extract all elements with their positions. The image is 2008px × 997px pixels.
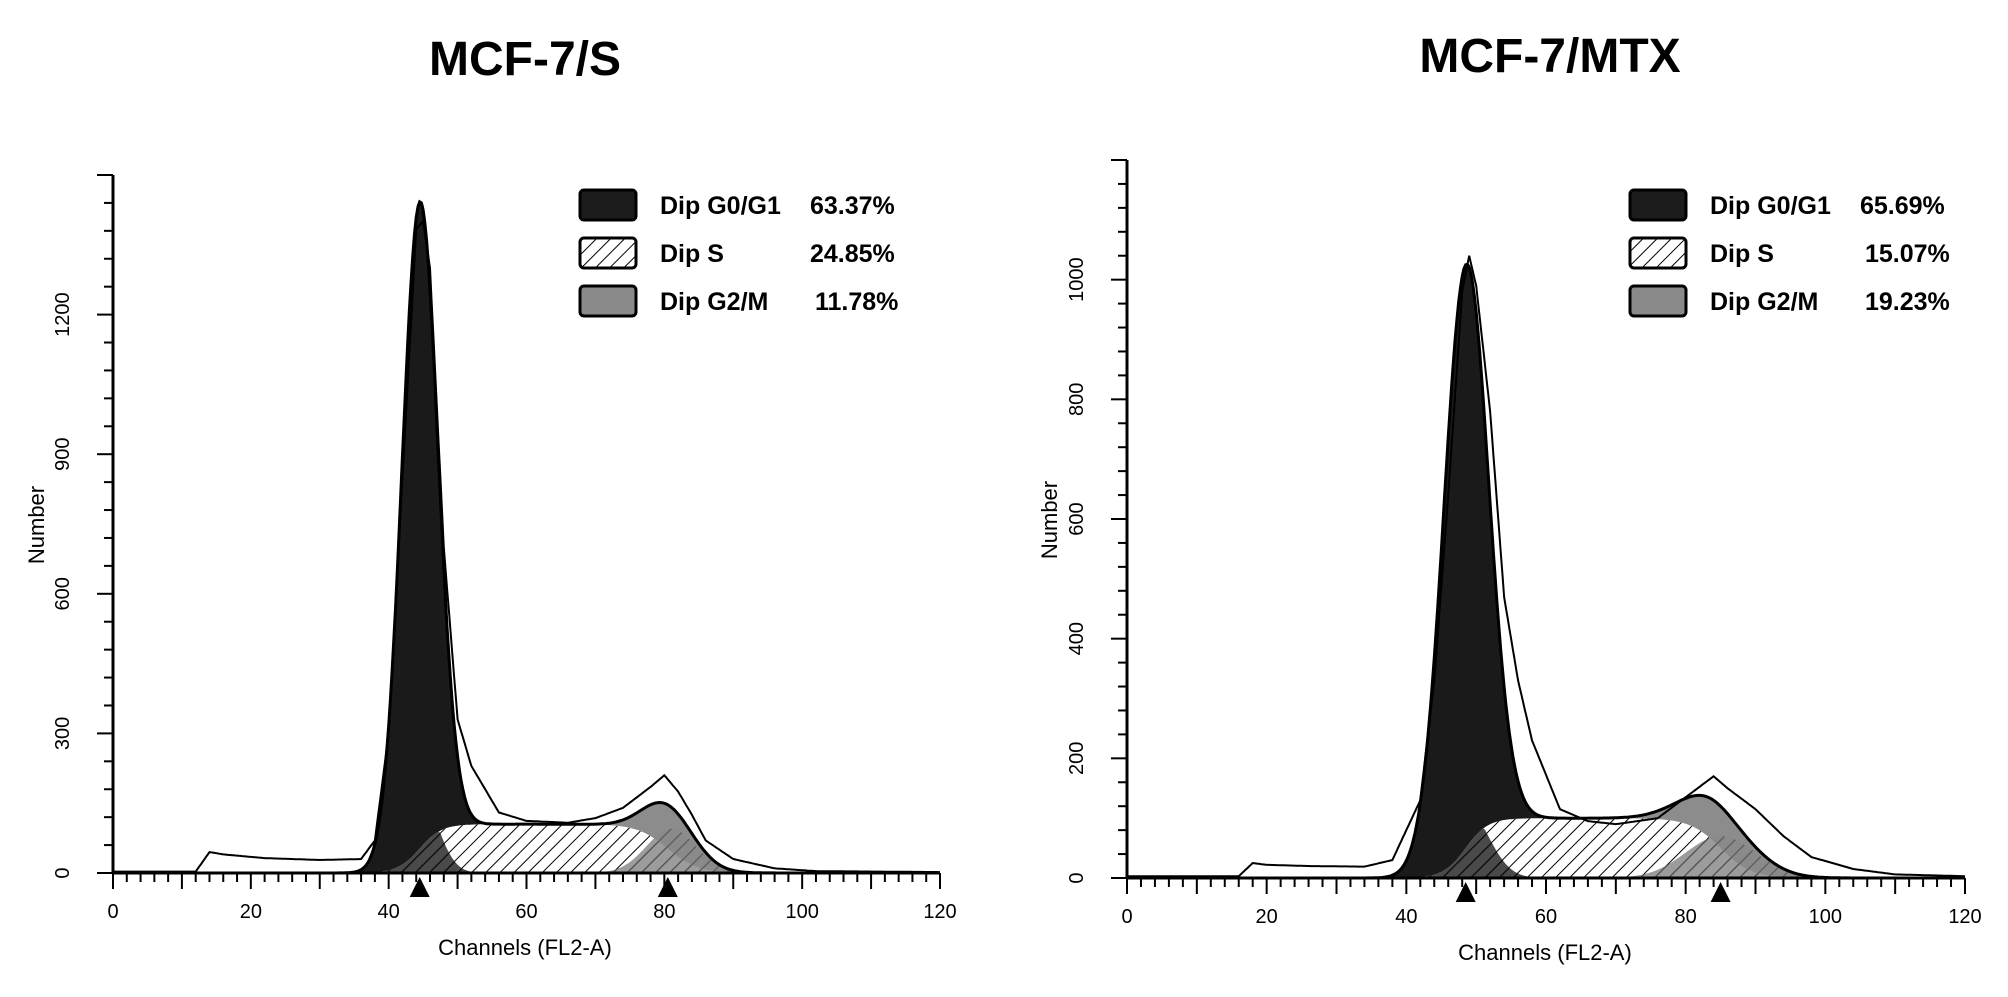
legend-item-s: Dip S 15.07% (1628, 236, 1950, 270)
x-tick-label: 60 (1535, 906, 1557, 928)
legend-value-s: 24.85% (810, 240, 895, 268)
legend-swatch-g2m (578, 284, 638, 318)
histogram-line (113, 219, 940, 874)
legend-swatch-g2m (1628, 284, 1688, 318)
y-tick-label: 800 (1066, 383, 1088, 416)
fit-s-phase-area (113, 824, 940, 873)
x-tick-label: 20 (1256, 906, 1278, 928)
legend-swatch-s (578, 236, 638, 270)
y-tick-label: 1200 (52, 292, 74, 337)
legend-label-g0g1: Dip G0/G1 (660, 192, 781, 220)
fit-s-phase-area (1127, 818, 1965, 878)
histogram-line (1127, 255, 1965, 878)
chart-title: MCF-7/MTX (1419, 30, 1680, 83)
x-tick-label: 40 (378, 901, 400, 923)
y-tick-label: 0 (52, 867, 74, 878)
legend-label-s: Dip S (1710, 240, 1774, 268)
legend-value-g0g1: 63.37% (810, 192, 895, 220)
chart-title: MCF-7/S (429, 33, 621, 86)
x-tick-label: 20 (240, 901, 262, 923)
y-axis-label: Number (24, 486, 49, 564)
peak-marker (409, 877, 430, 897)
fit-g2m-overlap-area (1127, 836, 1965, 878)
x-axis-label: Channels (FL2-A) (438, 935, 612, 960)
y-axis-label: Number (1037, 481, 1062, 559)
legend-label-g2m: Dip G2/M (1710, 288, 1818, 316)
legend-label-g0g1: Dip G0/G1 (1710, 192, 1831, 220)
peak-marker (657, 877, 678, 897)
y-tick-label: 900 (52, 438, 74, 471)
legend-item-s: Dip S 24.85% (578, 236, 895, 270)
y-tick-label: 600 (52, 577, 74, 610)
x-tick-label: 120 (923, 901, 956, 923)
y-tick-label: 600 (1066, 502, 1088, 535)
legend-item-g2m: Dip G2/M 11.78% (578, 284, 898, 318)
x-tick-label: 100 (1809, 906, 1842, 928)
legend: Dip G0/G1 65.69% Dip S 15.07% Dip G2/M 1… (1628, 188, 1950, 318)
x-tick-label: 120 (1948, 906, 1981, 928)
x-tick-label: 60 (515, 901, 537, 923)
peak-marker (1710, 882, 1731, 902)
x-axis-label: Channels (FL2-A) (1458, 940, 1632, 965)
y-tick-label: 300 (52, 717, 74, 750)
y-tick-label: 0 (1066, 872, 1088, 883)
legend-swatch-s (1628, 236, 1688, 270)
peak-marker (1455, 882, 1476, 902)
legend-label-s: Dip S (660, 240, 724, 268)
fit-total-curve (1127, 262, 1965, 880)
y-tick-label: 400 (1066, 622, 1088, 655)
x-tick-label: 0 (107, 901, 118, 923)
legend: Dip G0/G1 63.37% Dip S 24.85% Dip G2/M 1… (578, 188, 898, 318)
legend-item-g0g1: Dip G0/G1 65.69% (1628, 188, 1945, 222)
x-tick-label: 100 (785, 901, 818, 923)
plot-area: 0 20 40 60 80 100 120 0 200 400 600 800 1000 (1066, 159, 1982, 928)
chart-panel-mcf7-mtx: MCF-7/MTX 0 20 40 60 80 100 120 0 200 400 600 800 10… (1037, 30, 1982, 965)
x-tick-label: 80 (653, 901, 675, 923)
legend-value-g0g1: 65.69% (1860, 192, 1945, 220)
legend-label-g2m: Dip G2/M (660, 288, 768, 316)
x-tick-label: 40 (1395, 906, 1417, 928)
legend-swatch-g0g1 (1628, 188, 1688, 222)
fit-g0g1-area (1127, 264, 1965, 878)
legend-value-s: 15.07% (1865, 240, 1950, 268)
y-tick-label: 200 (1066, 742, 1088, 775)
x-tick-label: 80 (1675, 906, 1697, 928)
legend-item-g2m: Dip G2/M 19.23% (1628, 284, 1950, 318)
legend-value-g2m: 11.78% (815, 288, 898, 316)
legend-swatch-g0g1 (578, 188, 638, 222)
x-tick-label: 0 (1121, 906, 1132, 928)
legend-item-g0g1: Dip G0/G1 63.37% (578, 188, 895, 222)
legend-value-g2m: 19.23% (1865, 288, 1950, 316)
y-tick-label: 1000 (1066, 257, 1088, 302)
